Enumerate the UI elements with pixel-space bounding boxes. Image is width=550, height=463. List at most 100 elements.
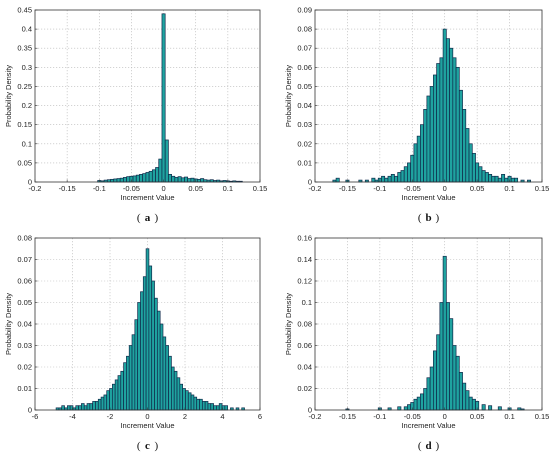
histogram-bar xyxy=(491,175,496,183)
panel-label-open-paren: ( xyxy=(137,440,141,452)
y-tick-label: 0.03 xyxy=(297,120,312,129)
histogram-bar xyxy=(187,178,192,183)
y-axis-label: Probability Density xyxy=(284,65,293,127)
histogram-bar xyxy=(103,394,108,411)
histogram-bar xyxy=(442,255,447,411)
histogram-bar xyxy=(384,177,389,183)
histogram-bar xyxy=(135,174,140,183)
x-tick-label: -0.1 xyxy=(93,184,106,193)
histogram-bar xyxy=(471,152,476,183)
y-tick-label: 0 xyxy=(28,178,32,187)
histogram-bar xyxy=(504,177,509,183)
y-tick-label: 0 xyxy=(28,406,32,415)
y-tick-label: 0.02 xyxy=(297,139,312,148)
histogram-bar xyxy=(142,173,147,183)
histogram-bar xyxy=(132,175,137,183)
histogram-bar xyxy=(145,172,150,183)
y-tick-label: 0.25 xyxy=(17,82,32,91)
histogram-bar xyxy=(95,401,99,411)
histogram-bar xyxy=(413,143,418,183)
histogram-bar xyxy=(187,392,192,411)
x-tick-label: 0 xyxy=(161,184,165,193)
histogram-bar xyxy=(89,403,94,411)
y-tick-label: 0.02 xyxy=(297,384,312,393)
histogram-bar xyxy=(81,403,85,411)
histogram-bar xyxy=(213,405,217,411)
histogram-bar xyxy=(126,355,130,411)
histogram-bar xyxy=(501,174,506,183)
y-tick-label: 0.15 xyxy=(17,120,32,129)
histogram-bar xyxy=(131,334,136,411)
histogram-bar xyxy=(179,383,184,411)
x-tick-label: -6 xyxy=(32,412,39,421)
histogram-bar xyxy=(410,154,415,183)
histogram-bar xyxy=(403,406,408,411)
y-tick-label: 0.05 xyxy=(297,82,312,91)
histogram-bar xyxy=(66,405,71,411)
panel-label-close-paren: ) xyxy=(155,212,159,224)
histogram-bar xyxy=(109,388,113,411)
histogram-bar xyxy=(139,174,144,183)
histogram-bar xyxy=(397,406,402,411)
panel-label: b xyxy=(425,212,431,224)
y-tick-label: 0.05 xyxy=(17,158,32,167)
histogram-bar xyxy=(497,406,502,411)
y-tick-label: 0.08 xyxy=(297,25,312,34)
histogram-bar xyxy=(423,388,428,411)
histogram-bar xyxy=(481,170,486,183)
panel-label-close-paren: ) xyxy=(155,440,159,452)
histogram-bar xyxy=(420,124,424,183)
histogram-bar xyxy=(168,174,172,183)
histogram-bar xyxy=(484,172,489,183)
x-tick-label: -0.05 xyxy=(123,184,140,193)
histogram-bar xyxy=(394,175,399,183)
histogram-bar xyxy=(140,291,144,411)
x-tick-label: 6 xyxy=(258,412,262,421)
histogram-bar xyxy=(514,177,519,183)
histogram-bar xyxy=(151,280,155,411)
histogram-bar xyxy=(117,375,122,411)
y-tick-label: 0.4 xyxy=(22,25,32,34)
histogram-bar xyxy=(416,396,421,411)
y-tick-label: 0.14 xyxy=(297,255,312,264)
y-tick-label: 0.3 xyxy=(22,63,32,72)
histogram-bar xyxy=(156,310,161,411)
histogram-bar xyxy=(488,174,493,183)
histogram-bar xyxy=(433,74,437,183)
histogram-bar xyxy=(436,334,441,411)
histogram-bar xyxy=(86,403,91,411)
axes-frame xyxy=(314,9,543,183)
histogram-bar xyxy=(426,377,431,411)
panel-label-open-paren: ( xyxy=(137,212,141,224)
y-tick-label: 0.07 xyxy=(297,44,312,53)
x-tick-label: 0 xyxy=(443,184,447,193)
histogram-bar xyxy=(478,166,483,183)
panel-label-close-paren: ) xyxy=(436,212,440,224)
x-tick-label: 0 xyxy=(443,412,447,421)
histogram-bar xyxy=(159,323,164,411)
histogram-bar xyxy=(173,370,178,411)
histogram-bar xyxy=(97,398,102,411)
histogram-bar xyxy=(201,401,206,411)
histogram-bar xyxy=(190,177,195,183)
x-tick-label: -0.1 xyxy=(373,412,386,421)
y-axis-label: Probability Density xyxy=(284,293,293,355)
y-tick-label: 0.2 xyxy=(22,101,32,110)
histogram-bar xyxy=(445,38,450,183)
histogram-bar xyxy=(196,178,201,183)
histogram-bar xyxy=(387,175,392,183)
x-tick-label: 0.05 xyxy=(470,412,485,421)
histogram-bar xyxy=(123,362,127,411)
histogram-bar xyxy=(120,370,124,411)
panel-label: a xyxy=(145,212,151,224)
histogram-bar xyxy=(204,401,209,411)
histogram-bar xyxy=(116,178,121,183)
histogram-bar xyxy=(123,177,127,183)
x-tick-label: 4 xyxy=(220,412,224,421)
histogram-bar xyxy=(210,403,214,411)
histogram-bar xyxy=(468,396,473,411)
histogram-bar xyxy=(400,170,405,183)
histogram-bar xyxy=(155,167,160,183)
x-axis-label: Increment Value xyxy=(401,421,455,430)
y-tick-label: 0.08 xyxy=(297,320,312,329)
